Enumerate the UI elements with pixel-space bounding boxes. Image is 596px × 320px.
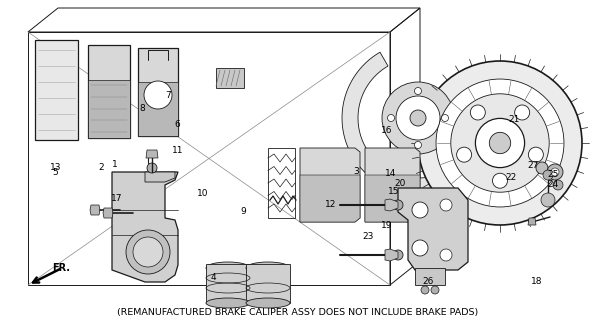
Polygon shape — [103, 208, 113, 218]
Polygon shape — [138, 48, 178, 136]
Polygon shape — [138, 82, 178, 136]
Text: 26: 26 — [422, 277, 434, 286]
Text: 4: 4 — [210, 273, 216, 282]
Text: 13: 13 — [49, 164, 61, 172]
Text: 14: 14 — [384, 169, 396, 178]
Text: 27: 27 — [527, 161, 539, 170]
Polygon shape — [112, 172, 178, 282]
Polygon shape — [365, 175, 420, 222]
Circle shape — [543, 170, 553, 180]
Polygon shape — [398, 188, 468, 270]
Circle shape — [126, 230, 170, 274]
Polygon shape — [342, 52, 494, 194]
Circle shape — [382, 82, 454, 154]
Text: 22: 22 — [506, 173, 517, 182]
Circle shape — [412, 202, 428, 218]
Circle shape — [440, 199, 452, 211]
Text: 15: 15 — [387, 187, 399, 196]
Polygon shape — [145, 172, 175, 182]
Text: FR.: FR. — [52, 263, 70, 273]
Text: 9: 9 — [240, 207, 246, 216]
Ellipse shape — [246, 262, 290, 274]
Polygon shape — [206, 264, 250, 303]
Circle shape — [410, 110, 426, 126]
Circle shape — [144, 81, 172, 109]
Circle shape — [412, 240, 428, 256]
Circle shape — [436, 79, 564, 207]
Text: 18: 18 — [530, 277, 542, 286]
Circle shape — [451, 94, 549, 192]
Polygon shape — [35, 40, 78, 140]
Text: 23: 23 — [362, 232, 374, 241]
Text: 1: 1 — [111, 160, 117, 169]
Circle shape — [489, 132, 511, 154]
Polygon shape — [365, 148, 420, 222]
Circle shape — [418, 61, 582, 225]
Polygon shape — [88, 80, 130, 138]
Text: 3: 3 — [353, 167, 359, 176]
Circle shape — [470, 105, 485, 120]
Polygon shape — [246, 264, 290, 303]
Circle shape — [421, 286, 429, 294]
Text: 10: 10 — [197, 189, 209, 198]
Text: 8: 8 — [139, 104, 145, 113]
Circle shape — [393, 250, 403, 260]
Text: 5: 5 — [52, 168, 58, 177]
Polygon shape — [415, 268, 445, 285]
Polygon shape — [88, 45, 130, 138]
Circle shape — [396, 96, 440, 140]
Text: 20: 20 — [395, 179, 406, 188]
Circle shape — [547, 164, 563, 180]
Text: 11: 11 — [172, 146, 184, 155]
Circle shape — [431, 286, 439, 294]
Circle shape — [387, 115, 395, 122]
Polygon shape — [146, 150, 158, 158]
Ellipse shape — [246, 298, 290, 308]
Polygon shape — [300, 148, 360, 222]
Text: 25: 25 — [547, 170, 559, 179]
Polygon shape — [385, 199, 398, 211]
Circle shape — [536, 162, 548, 174]
Circle shape — [442, 115, 449, 122]
Polygon shape — [300, 175, 360, 222]
Text: 24: 24 — [548, 180, 558, 189]
Circle shape — [133, 237, 163, 267]
Text: 17: 17 — [110, 194, 122, 203]
Text: 19: 19 — [380, 221, 392, 230]
Circle shape — [553, 180, 563, 190]
Circle shape — [393, 200, 403, 210]
Circle shape — [414, 141, 421, 148]
Polygon shape — [90, 205, 100, 215]
Text: 16: 16 — [380, 126, 392, 135]
Circle shape — [440, 249, 452, 261]
Polygon shape — [385, 249, 398, 261]
Circle shape — [147, 163, 157, 173]
Text: 6: 6 — [175, 120, 181, 129]
Circle shape — [541, 193, 555, 207]
Circle shape — [457, 147, 471, 162]
Ellipse shape — [206, 262, 250, 274]
Text: 7: 7 — [165, 91, 171, 100]
Text: 21: 21 — [508, 116, 520, 124]
Circle shape — [515, 105, 530, 120]
Circle shape — [529, 147, 544, 162]
Polygon shape — [528, 218, 536, 225]
Polygon shape — [216, 68, 244, 88]
Circle shape — [414, 87, 421, 94]
Circle shape — [492, 173, 508, 188]
Circle shape — [551, 168, 559, 176]
Text: (REMANUFACTURED BRAKE CALIPER ASSY DOES NOT INCLUDE BRAKE PADS): (REMANUFACTURED BRAKE CALIPER ASSY DOES … — [117, 308, 479, 317]
Text: 2: 2 — [98, 164, 104, 172]
Ellipse shape — [206, 298, 250, 308]
Circle shape — [476, 118, 524, 168]
Text: 12: 12 — [325, 200, 337, 209]
